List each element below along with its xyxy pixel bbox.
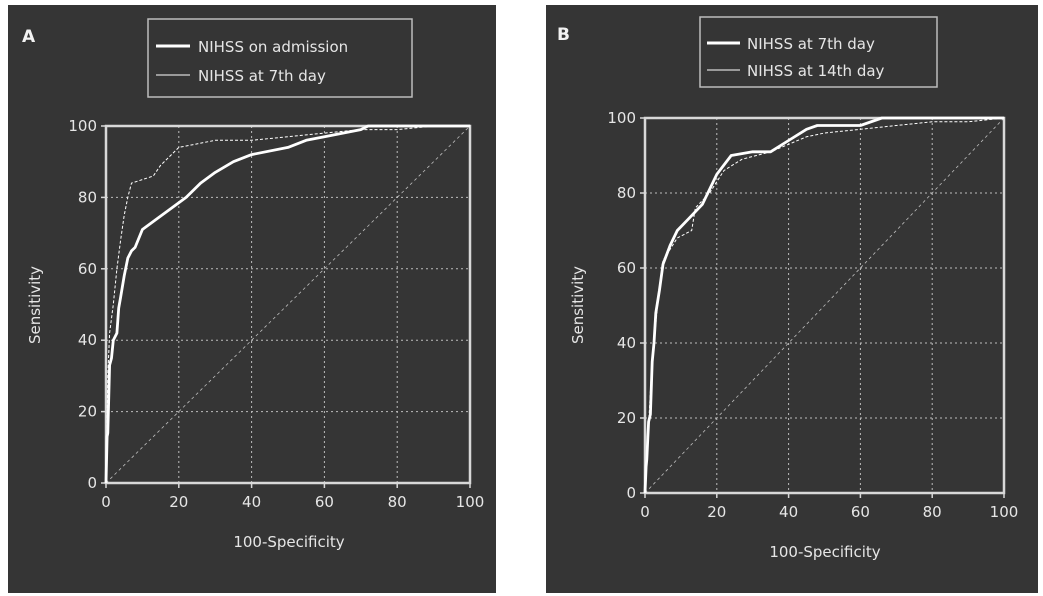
panel-a-legend-label-2: NIHSS at 7th day bbox=[198, 67, 326, 85]
panel-a-y-tick-label-5: 100 bbox=[68, 117, 97, 135]
panel-a-y-tick-label-0: 0 bbox=[87, 474, 97, 492]
panel-a-x-tick-label-0: 0 bbox=[101, 493, 111, 511]
panel-a-legend: NIHSS on admission NIHSS at 7th day bbox=[147, 18, 413, 98]
panel-a-legend-label-1: NIHSS on admission bbox=[198, 38, 348, 56]
panel-b-x-tick-label-5: 100 bbox=[990, 503, 1019, 521]
panel-a-label: A bbox=[22, 27, 36, 47]
panel-a-x-tick-label-3: 60 bbox=[315, 493, 334, 511]
panel-b-x-tick-label-2: 40 bbox=[779, 503, 798, 521]
panel-a-plot: 0 20 40 60 80 100 0 20 40 60 80 100 bbox=[68, 117, 484, 511]
panel-a-x-axis-title: 100-Specificity bbox=[233, 533, 344, 551]
panel-b-series-0-thick-line bbox=[643, 116, 1004, 494]
panel-a-series-0-thick-line bbox=[104, 124, 470, 484]
panel-b-background bbox=[546, 5, 1038, 593]
panel-b-x-tick-label-3: 60 bbox=[851, 503, 870, 521]
panel-a-legend-box bbox=[147, 18, 413, 98]
panel-a-x-tick-label-4: 80 bbox=[388, 493, 407, 511]
panel-a-reference-diagonal bbox=[105, 125, 471, 484]
panel-a-series-1-thin-line bbox=[105, 125, 470, 484]
panel-a-y-axis-title: Sensitivity bbox=[26, 266, 44, 344]
panel-a-y-tick-label-4: 80 bbox=[78, 188, 97, 206]
panel-a-background bbox=[8, 5, 496, 593]
panel-b-legend-box bbox=[699, 16, 938, 88]
panel-b-reference-diagonal bbox=[644, 117, 1005, 494]
panel-b-x-tick-label-1: 20 bbox=[707, 503, 726, 521]
panel-b-plot-frame bbox=[643, 116, 1006, 495]
panel-b-y-tick-label-1: 20 bbox=[617, 409, 636, 427]
panel-b-y-tick-label-3: 60 bbox=[617, 259, 636, 277]
panel-a-x-tick-label-5: 100 bbox=[456, 493, 485, 511]
panel-b-y-axis-title: Sensitivity bbox=[569, 266, 587, 344]
panel-b-x-tick-label-0: 0 bbox=[640, 503, 650, 521]
panel-b-y-tick-label-0: 0 bbox=[626, 484, 636, 502]
panel-a-y-tick-label-2: 40 bbox=[78, 331, 97, 349]
panel-a-x-tick-label-2: 40 bbox=[242, 493, 261, 511]
panel-b-y-tick-label-4: 80 bbox=[617, 184, 636, 202]
panel-a-plot-frame bbox=[104, 124, 472, 485]
panel-b-y-tick-label-5: 100 bbox=[607, 109, 636, 127]
panel-b: B NIHSS at 7th day NIHSS at 14th day 0 20… bbox=[546, 5, 1038, 593]
panel-b-legend-label-2: NIHSS at 14th day bbox=[747, 62, 885, 80]
panel-b-x-tick-label-4: 80 bbox=[923, 503, 942, 521]
panel-b-legend: NIHSS at 7th day NIHSS at 14th day bbox=[699, 16, 938, 88]
panel-a-x-tick-label-1: 20 bbox=[169, 493, 188, 511]
panel-b-label: B bbox=[557, 25, 570, 45]
panel-a: A NIHSS on admission NIHSS at 7th day 0 2… bbox=[8, 5, 496, 593]
panel-b-x-axis-title: 100-Specificity bbox=[769, 543, 880, 561]
panel-a-y-tick-label-1: 20 bbox=[78, 403, 97, 421]
panel-b-y-tick-label-2: 40 bbox=[617, 334, 636, 352]
panel-a-y-tick-label-3: 60 bbox=[78, 260, 97, 278]
panel-b-legend-label-1: NIHSS at 7th day bbox=[747, 35, 875, 53]
panel-b-plot: 0 20 40 60 80 100 0 20 40 60 80 100 bbox=[607, 109, 1018, 521]
